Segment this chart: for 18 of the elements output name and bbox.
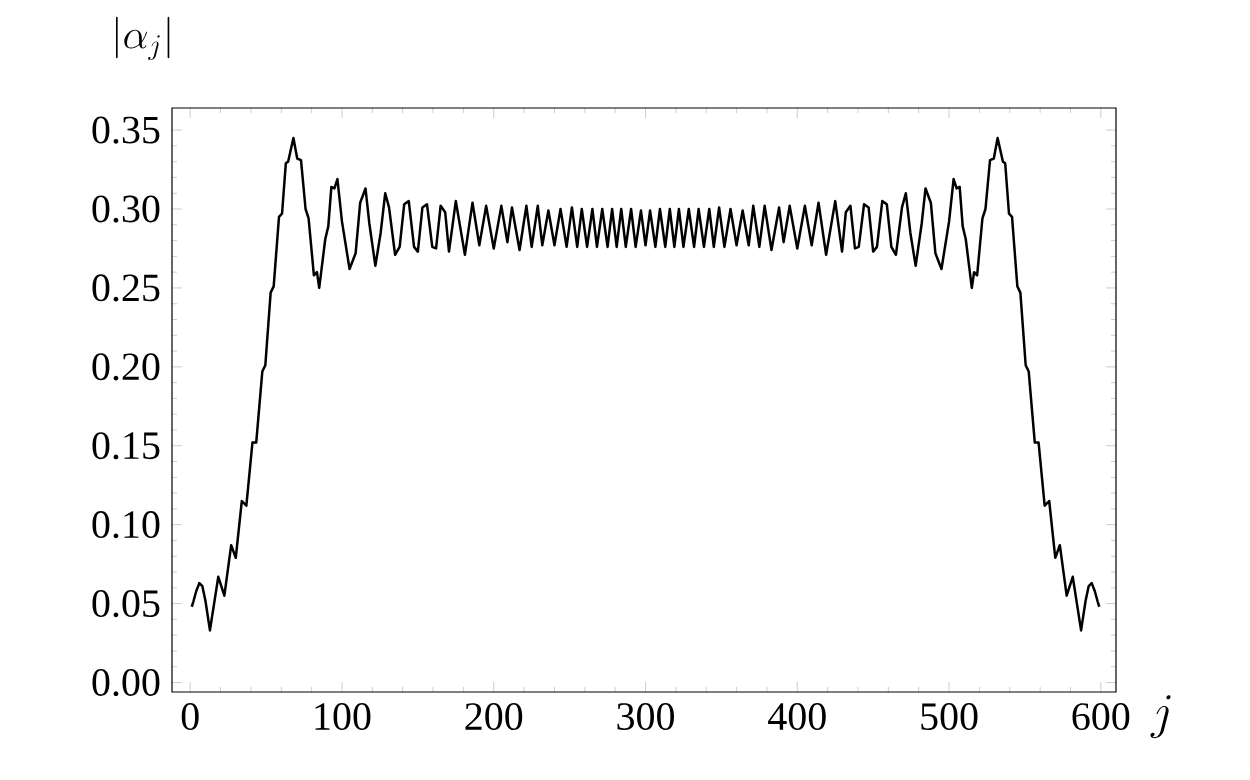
y-tick-label: 0.30	[92, 195, 160, 223]
y-tick-label: 0.00	[92, 668, 160, 697]
x-tick-label: 400	[768, 703, 826, 731]
y-tick-label: 0.20	[92, 353, 160, 381]
y-axis-title: $|\alpha_j|$	[115, 16, 170, 61]
x-tick-label: 0	[181, 703, 199, 731]
x-tick-label: 200	[465, 703, 523, 731]
y-tick-label: 0.05	[92, 590, 160, 618]
y-tick-label: 0.35	[92, 116, 160, 144]
line-series	[190, 136, 1101, 632]
x-tick-label: 600	[1072, 703, 1130, 731]
x-tick-label: 100	[315, 703, 371, 731]
y-tick-label: 0.10	[92, 511, 160, 539]
x-tick-label: 300	[617, 703, 674, 731]
y-tick-label: 0.25	[92, 274, 160, 302]
y-tick-label: 0.15	[92, 432, 160, 460]
x-tick-label: 500	[921, 703, 978, 731]
x-axis-title: $j$	[1150, 695, 1171, 739]
